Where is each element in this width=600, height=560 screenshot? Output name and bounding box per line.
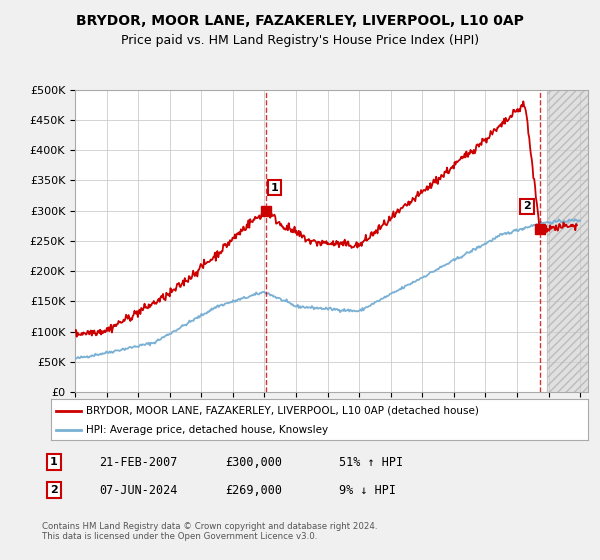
Text: HPI: Average price, detached house, Knowsley: HPI: Average price, detached house, Know… bbox=[86, 424, 328, 435]
Text: 21-FEB-2007: 21-FEB-2007 bbox=[99, 455, 178, 469]
Text: BRYDOR, MOOR LANE, FAZAKERLEY, LIVERPOOL, L10 0AP (detached house): BRYDOR, MOOR LANE, FAZAKERLEY, LIVERPOOL… bbox=[86, 405, 479, 416]
Text: £269,000: £269,000 bbox=[225, 483, 282, 497]
Bar bbox=[547, 90, 588, 392]
Text: £300,000: £300,000 bbox=[225, 455, 282, 469]
Text: BRYDOR, MOOR LANE, FAZAKERLEY, LIVERPOOL, L10 0AP: BRYDOR, MOOR LANE, FAZAKERLEY, LIVERPOOL… bbox=[76, 14, 524, 28]
Text: 1: 1 bbox=[271, 183, 278, 193]
Bar bbox=[547, 90, 588, 392]
Text: Price paid vs. HM Land Registry's House Price Index (HPI): Price paid vs. HM Land Registry's House … bbox=[121, 34, 479, 46]
Text: 1: 1 bbox=[50, 457, 58, 467]
Text: 51% ↑ HPI: 51% ↑ HPI bbox=[339, 455, 403, 469]
Text: 2: 2 bbox=[50, 485, 58, 495]
Text: 9% ↓ HPI: 9% ↓ HPI bbox=[339, 483, 396, 497]
Text: Contains HM Land Registry data © Crown copyright and database right 2024.
This d: Contains HM Land Registry data © Crown c… bbox=[42, 522, 377, 542]
Text: 2: 2 bbox=[523, 202, 531, 211]
Text: 07-JUN-2024: 07-JUN-2024 bbox=[99, 483, 178, 497]
